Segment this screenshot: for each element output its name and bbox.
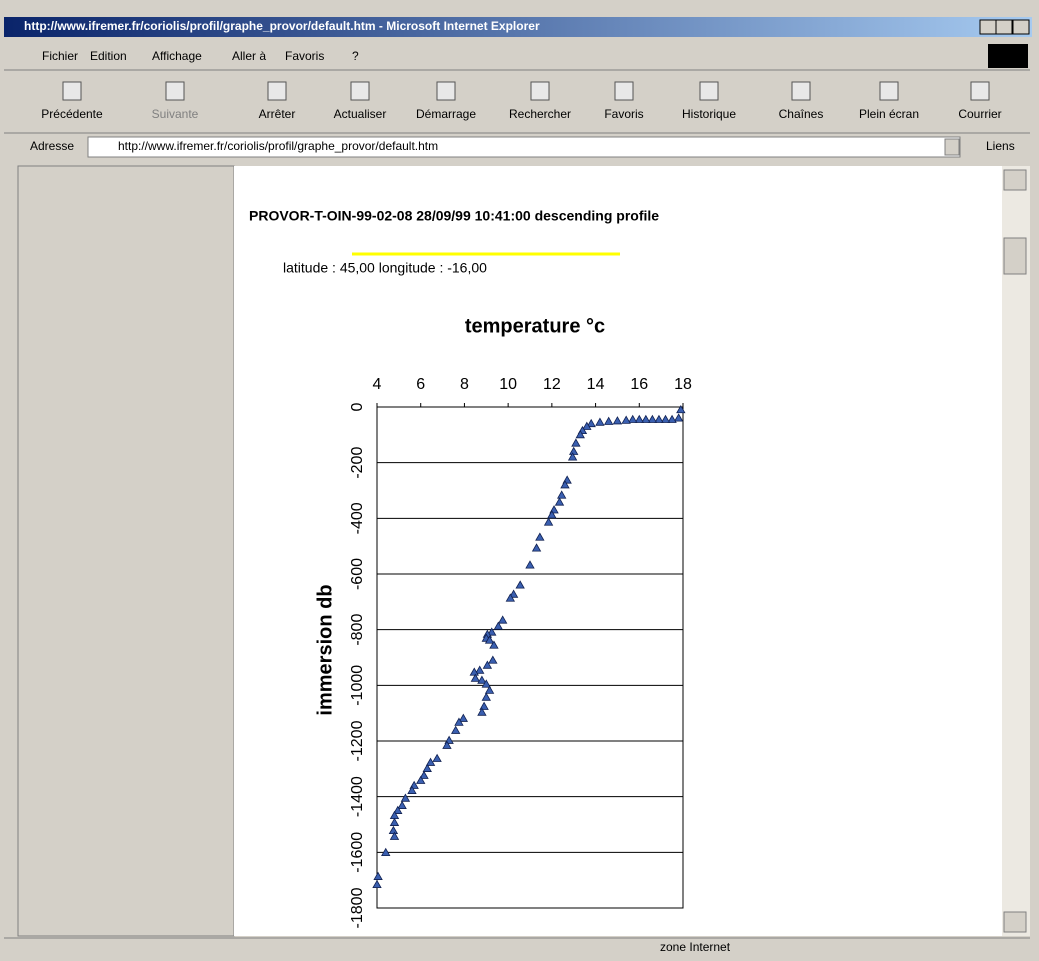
scroll-up[interactable] — [1004, 170, 1026, 190]
left-frame — [18, 166, 234, 936]
y-tick-label: -1400 — [349, 776, 366, 817]
toolbar-button[interactable]: Chaînes — [779, 107, 824, 121]
menu-item[interactable]: Affichage — [152, 49, 202, 63]
toolbar-button[interactable]: Précédente — [41, 107, 103, 121]
scrollbar[interactable] — [1002, 166, 1030, 936]
menu-item[interactable]: Edition — [90, 49, 127, 63]
window-buttons[interactable] — [980, 20, 1029, 34]
y-tick-label: -1000 — [349, 665, 366, 706]
address-url[interactable]: http://www.ifremer.fr/coriolis/profil/gr… — [118, 139, 438, 153]
toolbar-icon[interactable] — [531, 82, 549, 100]
toolbar-icon[interactable] — [880, 82, 898, 100]
x-tick-label: 18 — [674, 376, 692, 393]
y-tick-label: -800 — [349, 614, 366, 646]
x-tick-label: 14 — [587, 376, 605, 393]
window-title: http://www.ifremer.fr/coriolis/profil/gr… — [24, 19, 540, 33]
menu-item[interactable]: Favoris — [285, 49, 324, 63]
browser-window: http://www.ifremer.fr/coriolis/profil/gr… — [0, 0, 1039, 961]
x-tick-label: 16 — [630, 376, 648, 393]
toolbar-button[interactable]: Historique — [682, 107, 736, 121]
toolbar-icon[interactable] — [792, 82, 810, 100]
toolbar-button[interactable]: Rechercher — [509, 107, 571, 121]
toolbar-icon[interactable] — [63, 82, 81, 100]
toolbar-icon[interactable] — [971, 82, 989, 100]
toolbar-button[interactable]: Courrier — [958, 107, 1001, 121]
y-tick-label: -1200 — [349, 720, 366, 761]
menu-item[interactable]: ? — [352, 49, 359, 63]
page-heading: PROVOR-T-OIN-99-02-08 28/09/99 10:41:00 … — [249, 208, 659, 224]
ie-logo — [988, 44, 1028, 68]
y-tick-label: 0 — [349, 402, 366, 411]
y-tick-label: -600 — [349, 558, 366, 590]
toolbar-icon[interactable] — [166, 82, 184, 100]
x-tick-label: 12 — [543, 376, 561, 393]
maximize-button[interactable] — [996, 20, 1012, 34]
toolbar-icon[interactable] — [437, 82, 455, 100]
chart-title: temperature °c — [465, 315, 605, 337]
x-tick-label: 10 — [499, 376, 517, 393]
x-tick-label: 8 — [460, 376, 469, 393]
y-axis-label: immersion db — [314, 584, 336, 715]
scroll-down[interactable] — [1004, 912, 1026, 932]
scroll-thumb[interactable] — [1004, 238, 1026, 274]
toolbar-button[interactable]: Favoris — [604, 107, 643, 121]
y-tick-label: -200 — [349, 447, 366, 479]
content-frame — [234, 166, 1002, 936]
toolbar-button[interactable]: Plein écran — [859, 107, 919, 121]
minimize-button[interactable] — [980, 20, 996, 34]
toolbar-icon[interactable] — [351, 82, 369, 100]
links-label[interactable]: Liens — [986, 139, 1015, 153]
y-tick-label: -1600 — [349, 832, 366, 873]
y-tick-label: -1800 — [349, 887, 366, 928]
address-dropdown[interactable] — [945, 139, 959, 155]
toolbar-button[interactable]: Suivante — [152, 107, 199, 121]
menu-item[interactable]: Aller à — [232, 49, 266, 63]
menu-item[interactable]: Fichier — [42, 49, 78, 63]
y-tick-label: -400 — [349, 502, 366, 534]
address-label: Adresse — [30, 139, 74, 153]
x-tick-label: 6 — [416, 376, 425, 393]
close-button[interactable] — [1013, 20, 1029, 34]
toolbar-button[interactable]: Arrêter — [259, 107, 296, 121]
toolbar-icon[interactable] — [268, 82, 286, 100]
x-tick-label: 4 — [373, 376, 382, 393]
toolbar-button[interactable]: Démarrage — [416, 107, 476, 121]
position-text: latitude : 45,00 longitude : -16,00 — [283, 260, 487, 276]
status-zone: zone Internet — [660, 940, 731, 954]
toolbar-icon[interactable] — [700, 82, 718, 100]
toolbar-button[interactable]: Actualiser — [334, 107, 387, 121]
toolbar-icon[interactable] — [615, 82, 633, 100]
